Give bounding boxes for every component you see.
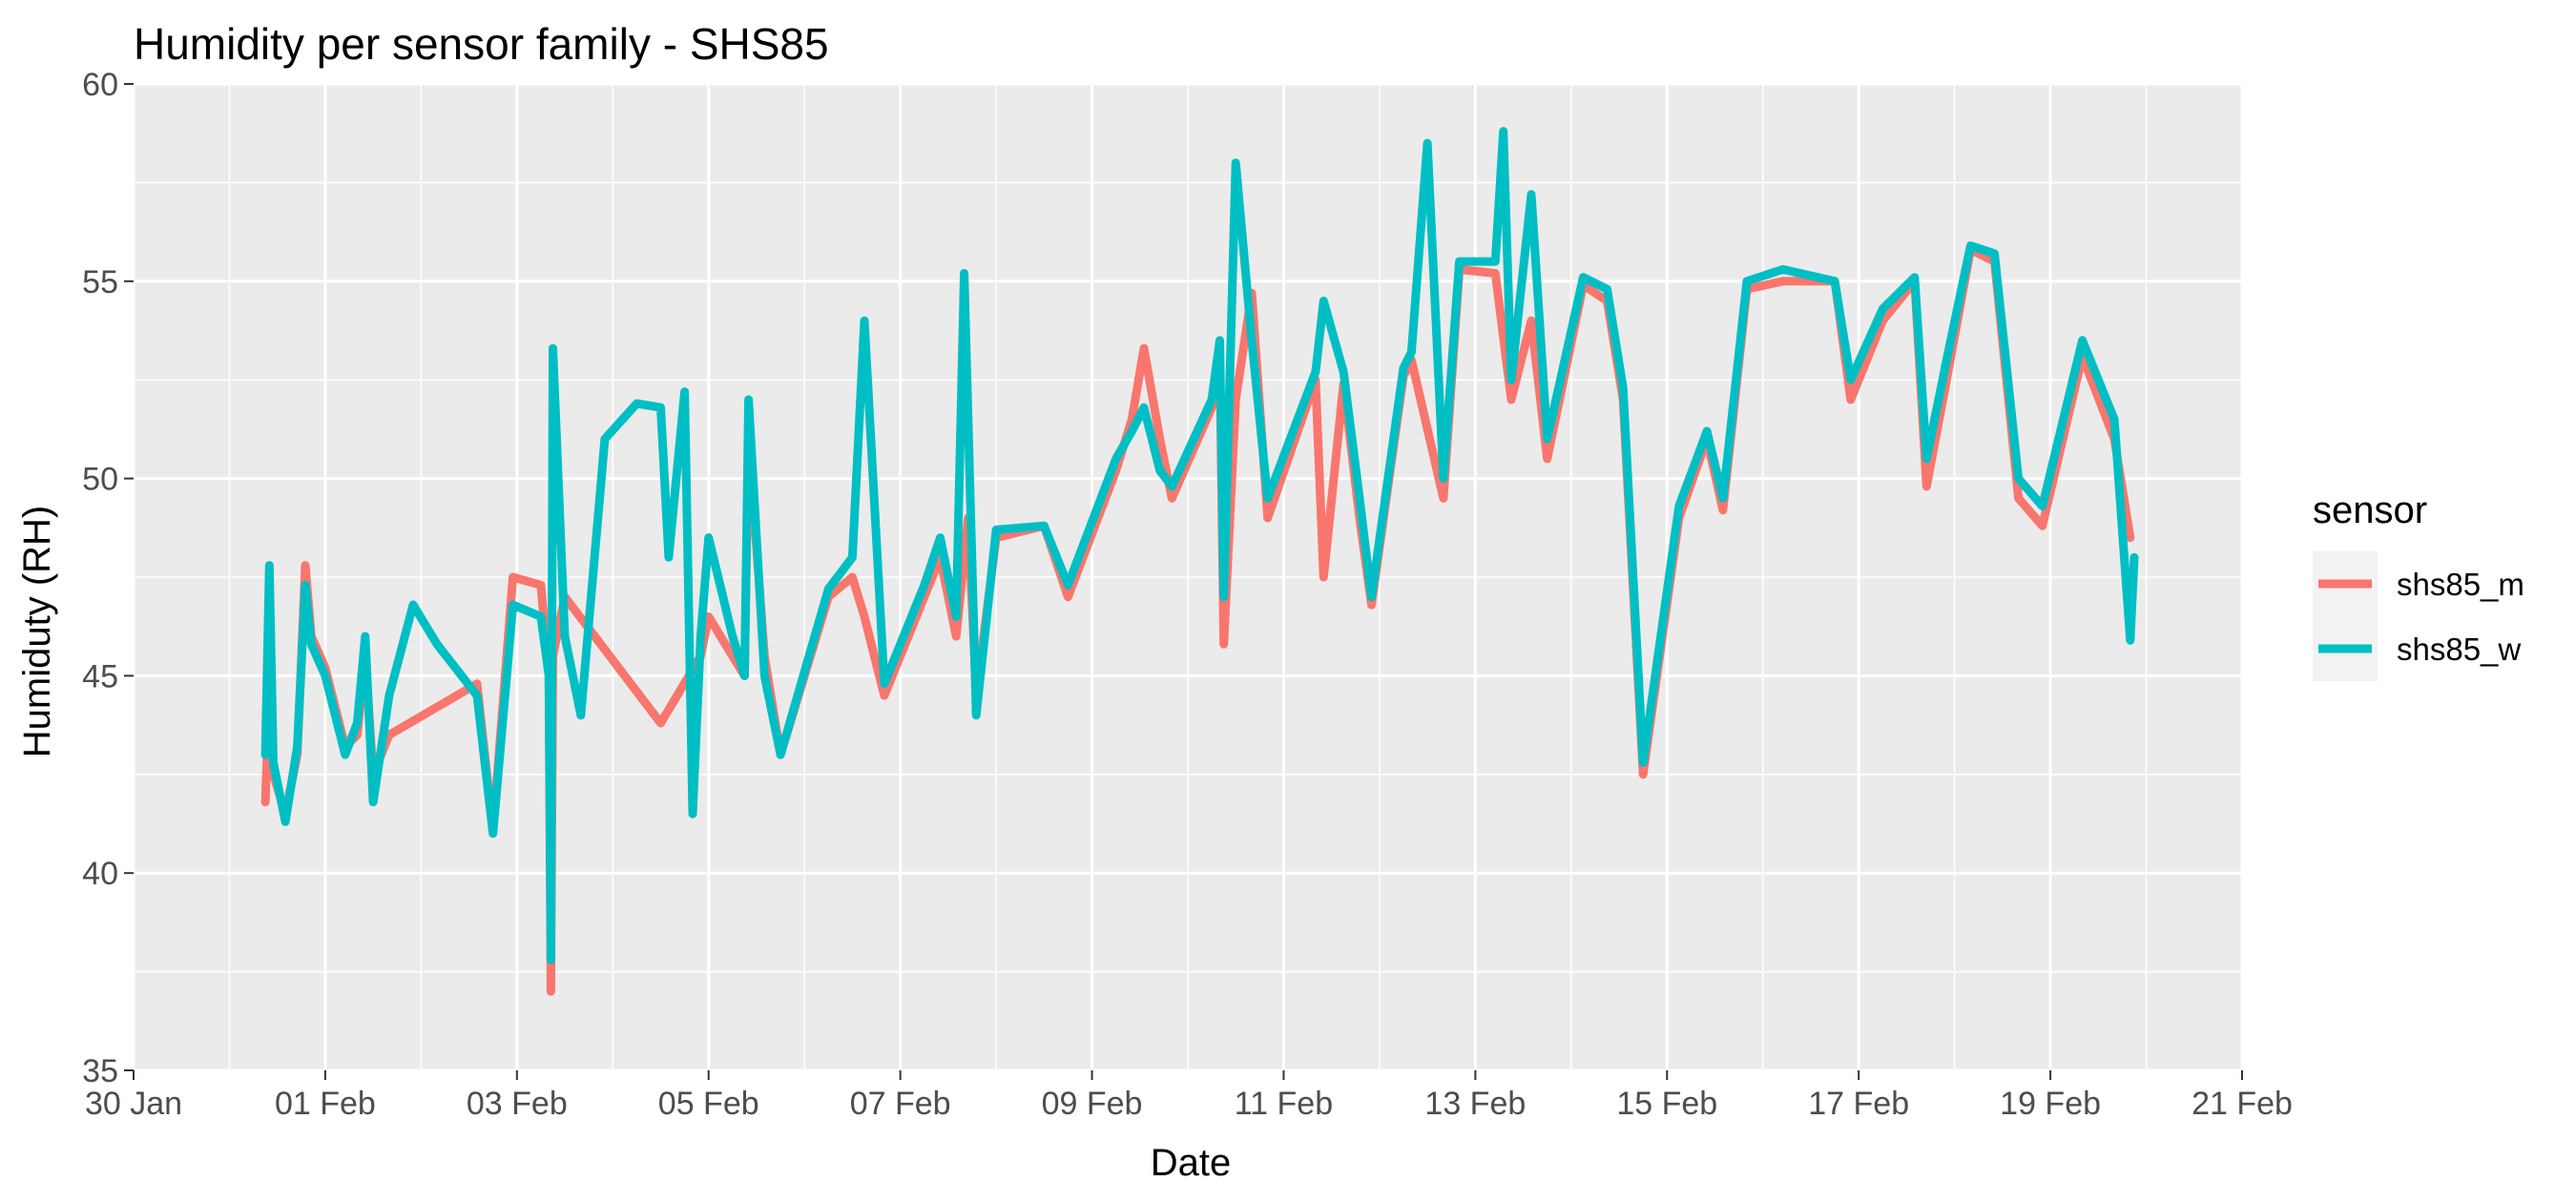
legend-title: sensor xyxy=(2313,489,2427,531)
plot-panel xyxy=(132,82,2244,1072)
y-tick-label: 35 xyxy=(82,1053,118,1089)
y-axis-title: Humiduty (RH) xyxy=(16,506,58,757)
x-tick-label: 13 Feb xyxy=(1424,1086,1526,1122)
x-tick-label: 19 Feb xyxy=(2000,1086,2101,1122)
series-lines xyxy=(260,127,2139,996)
axes: 30 Jan 01 Feb 03 Feb 05 Feb 07 Feb 09 Feb 11 F… xyxy=(82,67,2293,1122)
y-tick-label: 50 xyxy=(82,462,118,498)
x-tick-label: 21 Feb xyxy=(2192,1086,2293,1122)
series-line-shs85_w xyxy=(260,127,2139,964)
x-tick-label: 09 Feb xyxy=(1042,1086,1143,1122)
y-tick-label: 55 xyxy=(82,264,118,300)
x-tick-label: 30 Jan xyxy=(85,1086,182,1122)
y-tick-label: 45 xyxy=(82,658,118,694)
x-axis-title: Date xyxy=(1151,1142,1232,1184)
x-tick-label: 17 Feb xyxy=(1808,1086,1909,1122)
y-tick-label: 60 xyxy=(82,67,118,103)
chart-title: Humidity per sensor family - SHS85 xyxy=(134,19,829,69)
legend-label-shs85_w: shs85_w xyxy=(2397,632,2521,667)
legend-label-shs85_m: shs85_m xyxy=(2397,567,2524,602)
x-tick-label: 07 Feb xyxy=(850,1086,951,1122)
x-tick-label: 03 Feb xyxy=(467,1086,568,1122)
x-tick-label: 11 Feb xyxy=(1235,1086,1333,1122)
x-tick-label: 15 Feb xyxy=(1616,1086,1717,1122)
y-tick-label: 40 xyxy=(82,856,118,892)
x-tick-label: 05 Feb xyxy=(658,1086,759,1122)
x-tick-label: 01 Feb xyxy=(275,1086,376,1122)
legend: sensor shs85_m shs85_w xyxy=(2313,489,2524,681)
